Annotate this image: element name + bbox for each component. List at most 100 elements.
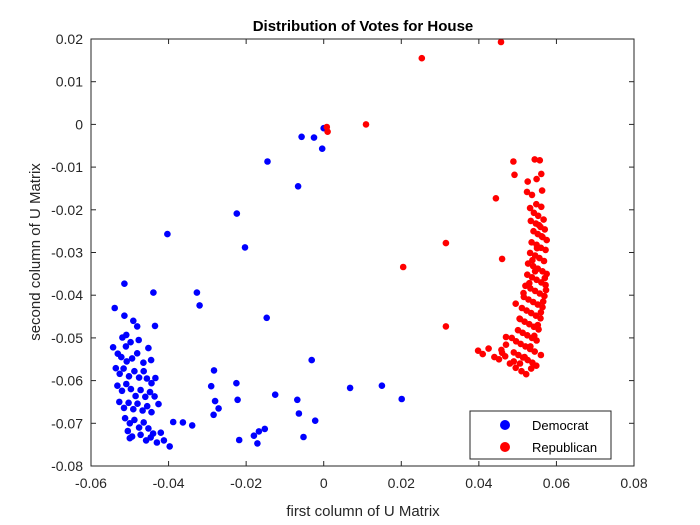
x-tick-label: 0.04 — [465, 475, 492, 491]
legend-marker-democrat — [500, 420, 510, 430]
republican-point — [540, 257, 548, 265]
legend-label-republican: Republican — [532, 440, 597, 455]
democrat-point — [261, 425, 269, 433]
democrat-point — [139, 407, 146, 414]
x-tick-label: -0.06 — [75, 475, 107, 491]
democrat-point — [137, 431, 144, 439]
republican-point — [537, 309, 545, 316]
democrat-point — [294, 396, 301, 404]
x-tick-label: -0.02 — [230, 475, 262, 491]
democrat-point — [311, 417, 319, 425]
y-tick-label: -0.05 — [51, 330, 83, 346]
series-democrat — [109, 124, 406, 450]
democrat-point — [233, 379, 240, 387]
republican-point — [526, 249, 534, 257]
legend-label-democrat: Democrat — [532, 418, 589, 433]
y-tick-label: -0.04 — [51, 287, 83, 303]
democrat-point — [123, 380, 130, 388]
republican-point — [520, 289, 527, 297]
y-tick-label: -0.07 — [51, 415, 83, 431]
democrat-point — [157, 429, 165, 437]
republican-point — [362, 121, 370, 128]
democrat-point — [142, 393, 149, 401]
democrat-point — [250, 432, 258, 440]
republican-point — [533, 362, 540, 370]
democrat-point — [125, 373, 133, 380]
republican-point — [524, 178, 531, 185]
democrat-point — [254, 440, 261, 447]
republican-point — [528, 191, 536, 199]
republican-point — [324, 128, 331, 135]
republican-point — [418, 54, 426, 62]
republican-point — [537, 351, 545, 359]
republican-point — [529, 256, 536, 264]
democrat-point — [145, 425, 152, 432]
democrat-point — [148, 408, 155, 416]
democrat-point — [140, 419, 147, 426]
democrat-point — [143, 402, 151, 410]
democrat-point — [271, 391, 279, 399]
x-tick-label: -0.04 — [153, 475, 185, 491]
republican-point — [534, 321, 542, 329]
democrat-point — [308, 356, 316, 364]
y-axis: 0.02 0.01 0 -0.01 -0.02 -0.03 -0.04 -0.05 -0.06 -… — [51, 31, 634, 474]
democrat-point — [150, 289, 157, 296]
y-tick-label: 0 — [75, 116, 83, 132]
republican-point — [538, 187, 546, 194]
democrat-point — [241, 244, 249, 251]
y-tick-label: -0.02 — [51, 202, 83, 218]
democrat-point — [146, 388, 154, 396]
republican-point — [502, 333, 510, 341]
republican-point — [510, 358, 518, 365]
democrat-point — [193, 289, 201, 296]
republican-point — [442, 323, 450, 330]
democrat-point — [128, 355, 136, 362]
democrat-point — [133, 350, 141, 357]
republican-point — [539, 303, 546, 311]
democrat-point — [148, 379, 155, 387]
republican-point — [541, 274, 549, 282]
republican-point — [527, 365, 535, 372]
democrat-point — [318, 145, 326, 152]
democrat-point — [121, 312, 128, 320]
democrat-point — [116, 370, 123, 378]
republican-point — [531, 156, 538, 163]
republican-point — [531, 332, 538, 340]
democrat-point — [155, 400, 162, 408]
democrat-point — [294, 183, 302, 190]
democrat-point — [120, 404, 128, 412]
republican-point — [538, 233, 545, 240]
democrat-point — [255, 428, 263, 435]
republican-point — [442, 239, 450, 247]
republican-point — [542, 281, 549, 289]
democrat-point — [112, 364, 120, 372]
chart-title: Distribution of Votes for House — [253, 18, 474, 35]
democrat-point — [118, 387, 126, 395]
democrat-point — [123, 331, 130, 339]
y-axis-label: second column of U Matrix — [27, 163, 44, 341]
republican-point — [526, 204, 534, 212]
democrat-point — [130, 405, 137, 413]
democrat-point — [126, 420, 134, 427]
republican-point — [485, 345, 492, 352]
x-tick-label: 0.06 — [543, 475, 570, 491]
republican-point — [534, 212, 542, 220]
republican-point — [522, 370, 530, 378]
republican-point — [526, 279, 533, 287]
legend: Democrat Republican — [469, 410, 612, 460]
republican-point — [541, 226, 549, 233]
democrat-point — [135, 424, 143, 431]
republican-point — [541, 292, 548, 300]
republican-point — [498, 255, 506, 263]
democrat-point — [398, 395, 406, 403]
republican-point — [495, 356, 503, 363]
democrat-point — [233, 210, 241, 217]
republican-point — [511, 171, 518, 179]
republican-point — [533, 244, 541, 252]
democrat-point — [263, 314, 271, 322]
republican-point — [516, 360, 524, 367]
democrat-point — [140, 359, 147, 367]
y-tick-label: -0.08 — [51, 458, 83, 474]
democrat-point — [120, 365, 127, 372]
democrat-point — [153, 439, 161, 446]
